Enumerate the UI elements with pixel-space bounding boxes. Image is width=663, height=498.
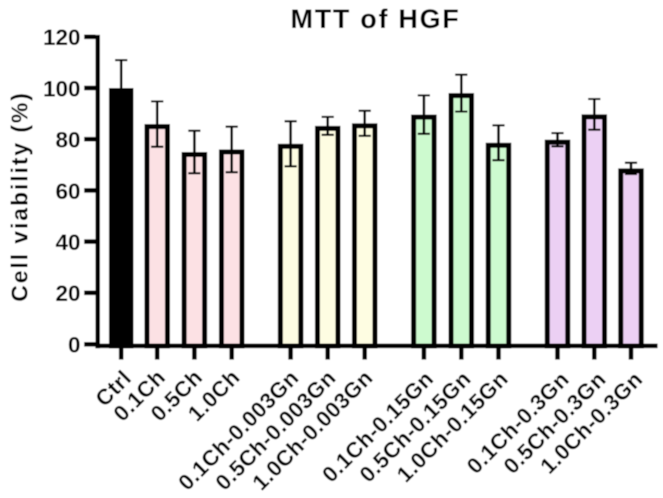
- svg-text:80: 80: [55, 128, 80, 153]
- svg-text:MTT of HGF: MTT of HGF: [291, 4, 461, 34]
- svg-text:120: 120: [43, 25, 81, 50]
- svg-text:Cell viability (%): Cell viability (%): [7, 91, 33, 302]
- svg-text:60: 60: [55, 179, 80, 204]
- svg-text:20: 20: [55, 281, 80, 306]
- svg-text:40: 40: [55, 230, 80, 255]
- svg-text:100: 100: [43, 76, 81, 101]
- svg-text:0: 0: [68, 332, 81, 357]
